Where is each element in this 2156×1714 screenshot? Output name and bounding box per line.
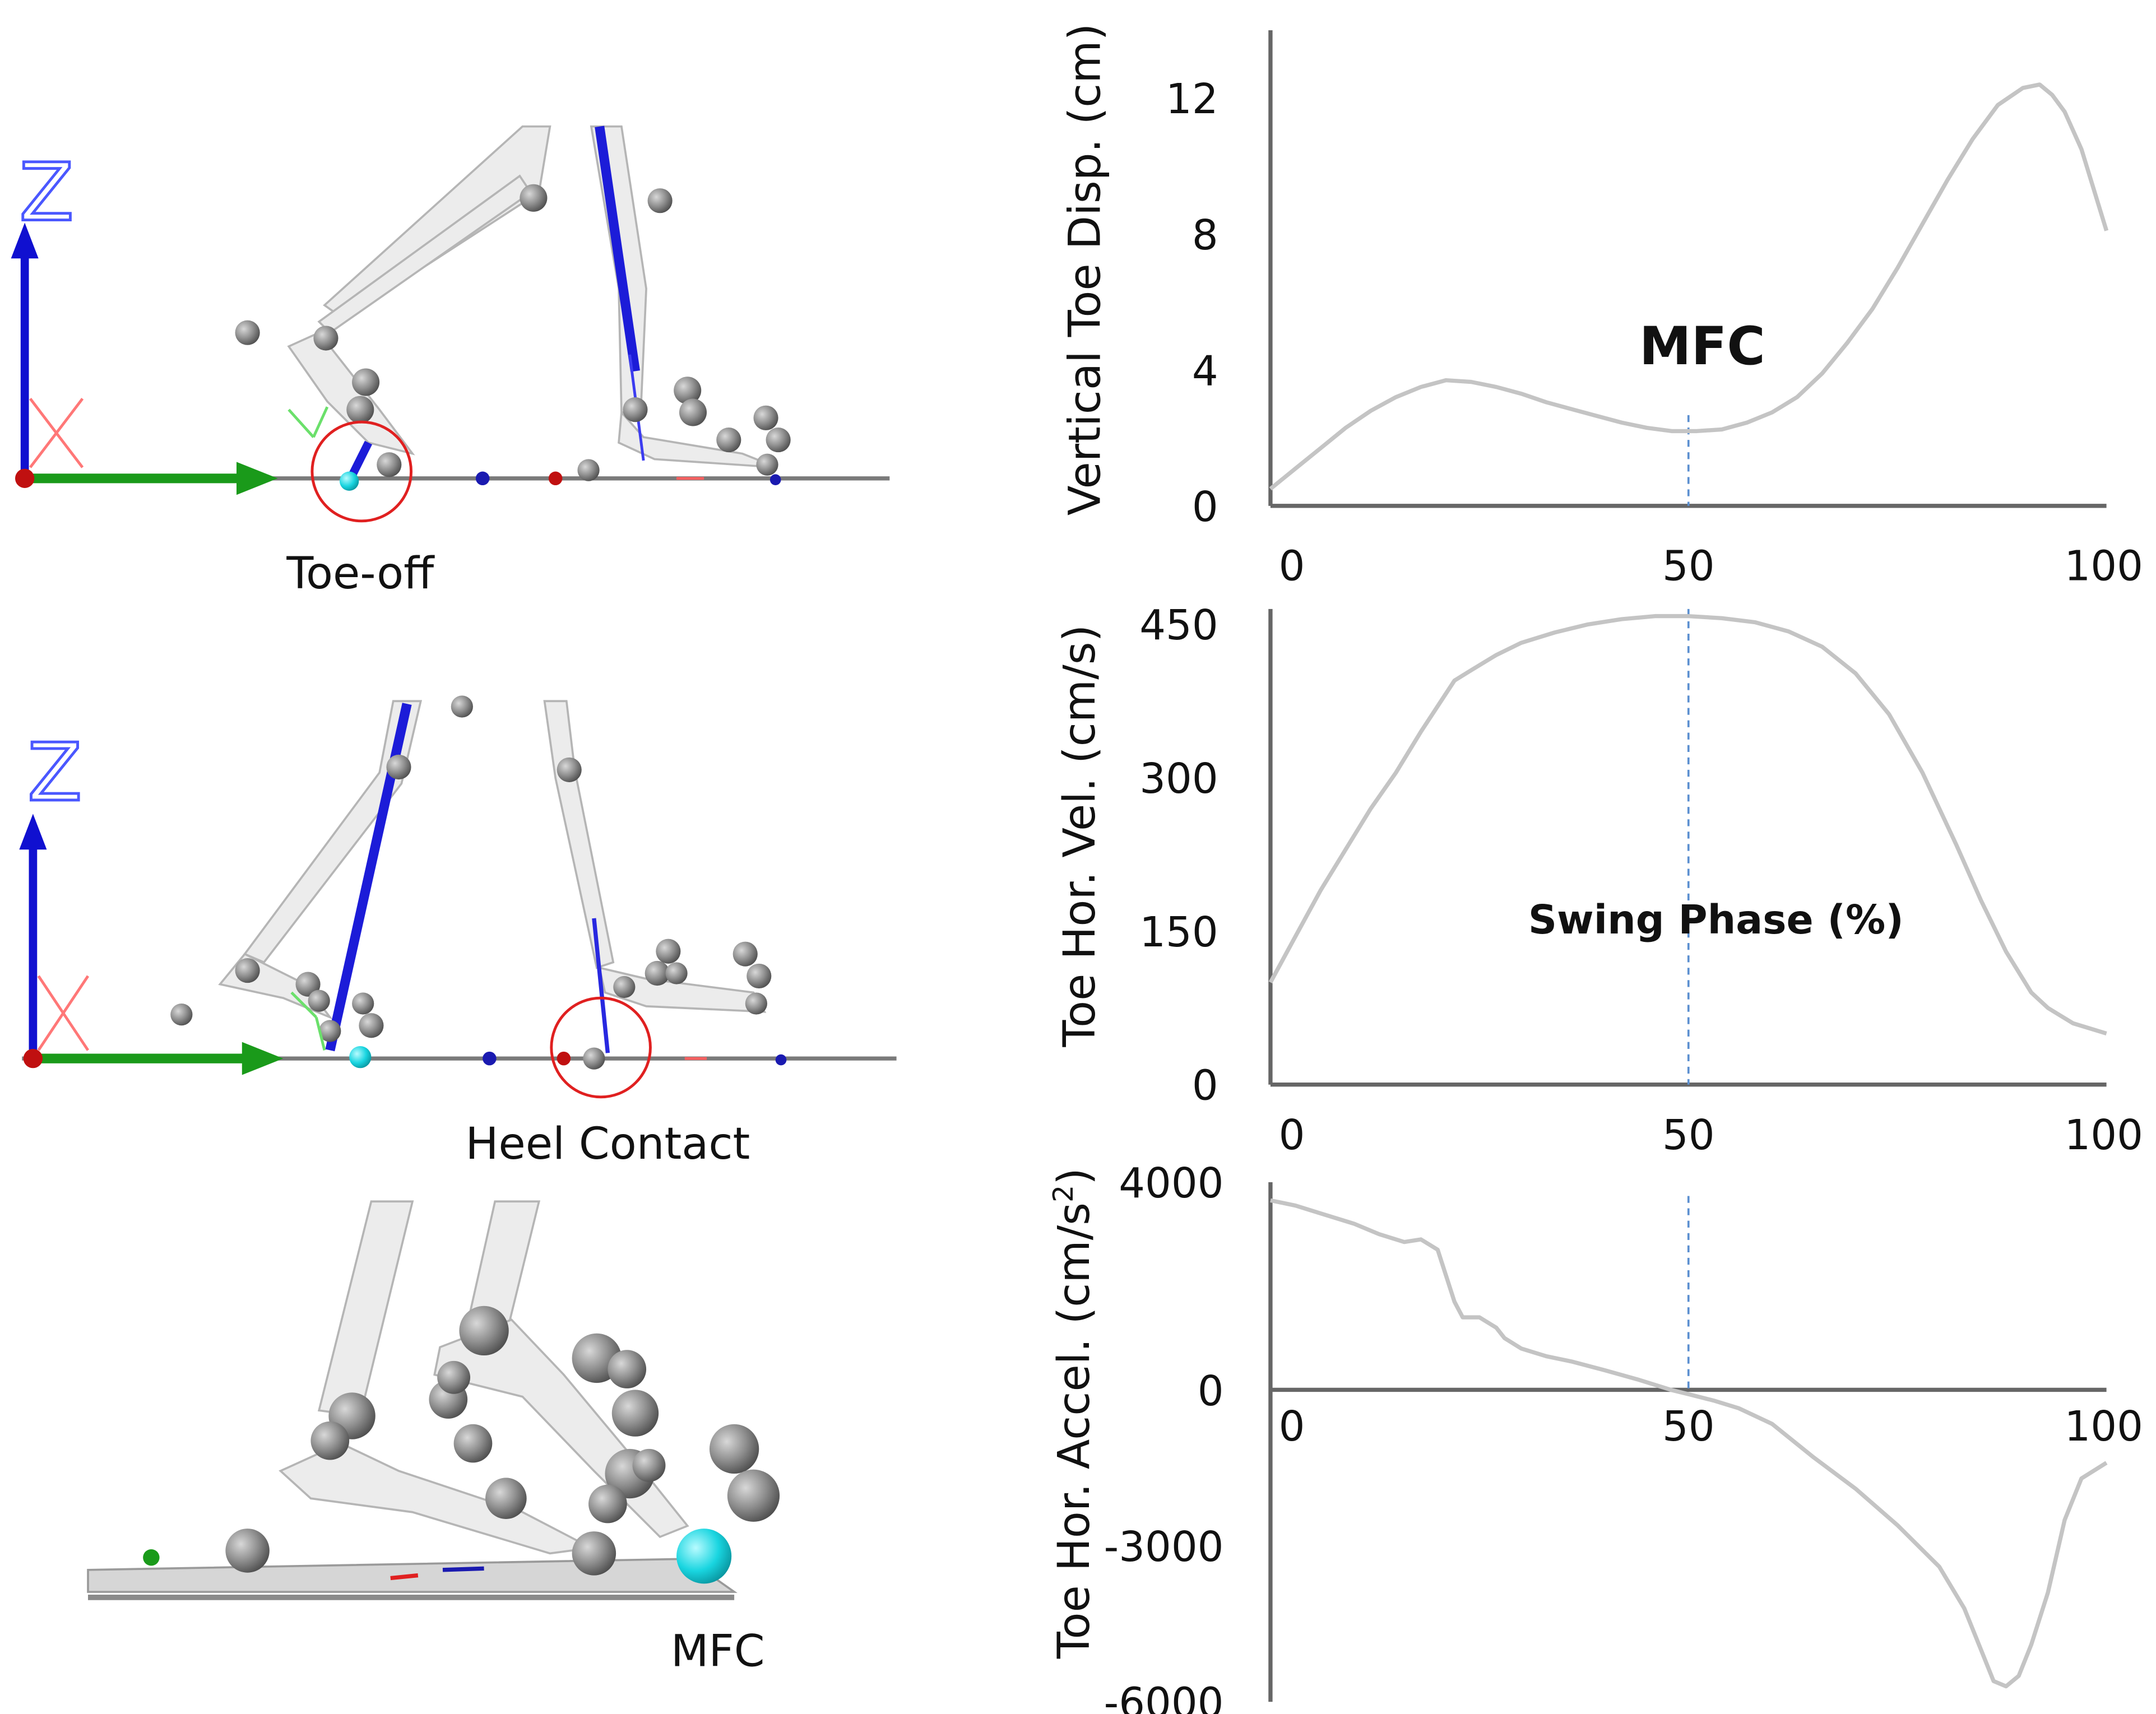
y-tick-label: 4000 <box>1119 1160 1223 1207</box>
x-tick-label: 100 <box>2064 1403 2143 1451</box>
y-tick-label: -6000 <box>1104 1679 1224 1714</box>
series-line <box>1268 614 2107 1035</box>
y-tick-label: 0 <box>1192 484 1218 531</box>
x-tick-label: 100 <box>2064 1112 2143 1159</box>
panel-toe-off: Z Toe-off <box>11 125 890 599</box>
series-line <box>1270 1198 2108 1689</box>
chart-toe-horizontal-acceleration: -6000 -3000 0 4000 0 50 100 Toe Hor. Accel. (cm… <box>1047 1160 2143 1714</box>
x-tick-label: 50 <box>1662 1403 1715 1451</box>
y-tick-label: -3000 <box>1104 1523 1224 1571</box>
chart-toe-horizontal-velocity: 0 150 300 450 0 50 100 Toe Hor. Vel. (cm/s) Swin… <box>1054 602 2143 1159</box>
toe-marker <box>339 471 359 491</box>
caption-toe-off: Toe-off <box>286 547 435 599</box>
x-tick-label: 0 <box>1279 1112 1305 1159</box>
x-tick-label: 50 <box>1662 542 1715 590</box>
y-tick-label: 150 <box>1139 909 1218 956</box>
y-tick-label: 450 <box>1139 602 1218 649</box>
z-axis-letter: Z <box>27 726 82 819</box>
caption-heel-contact: Heel Contact <box>466 1118 750 1169</box>
panel-heel-contact: Z Heel Contact <box>19 695 897 1169</box>
coordinate-axes-icon: Z <box>19 724 284 1075</box>
coordinate-axes-icon: Z <box>11 145 278 495</box>
series-line <box>1269 82 2109 491</box>
swing-phase-annotation: Swing Phase (%) <box>1528 897 1904 943</box>
y-axis-label: Toe Hor. Vel. (cm/s) <box>1054 625 1105 1048</box>
y-tick-label: 300 <box>1139 755 1218 803</box>
y-tick-label: 0 <box>1192 1062 1218 1110</box>
y-axis-label: Vertical Toe Disp. (cm) <box>1059 24 1111 515</box>
marker-balls <box>225 1306 780 1576</box>
mfc-annotation: MFC <box>1639 315 1765 377</box>
y-tick-label: 8 <box>1192 212 1218 259</box>
y-tick-label: 0 <box>1198 1368 1224 1415</box>
x-tick-label: 50 <box>1662 1112 1715 1159</box>
panel-mfc: MFC <box>87 1200 780 1677</box>
chart-vertical-toe-displacement: 0 4 8 12 0 50 100 Vertical Toe Disp. (cm) MFC <box>1059 24 2143 591</box>
x-tick-label: 0 <box>1279 1403 1305 1451</box>
y-tick-label: 12 <box>1166 76 1218 123</box>
toe-off-highlight-circle <box>310 420 413 523</box>
x-tick-label: 0 <box>1279 542 1305 590</box>
caption-mfc: MFC <box>671 1625 765 1677</box>
toe-marker <box>349 1046 372 1069</box>
toe-marker <box>676 1529 732 1584</box>
shank-vector <box>595 126 640 372</box>
x-tick-label: 100 <box>2064 542 2143 590</box>
heel-contact-highlight-circle <box>550 996 652 1099</box>
marker-balls <box>170 695 772 1070</box>
marker-balls <box>235 184 791 481</box>
y-axis-label: Toe Hor. Accel. (cm/s2) <box>1047 1168 1100 1659</box>
y-tick-label: 4 <box>1192 347 1218 395</box>
z-axis-letter: Z <box>19 146 73 239</box>
